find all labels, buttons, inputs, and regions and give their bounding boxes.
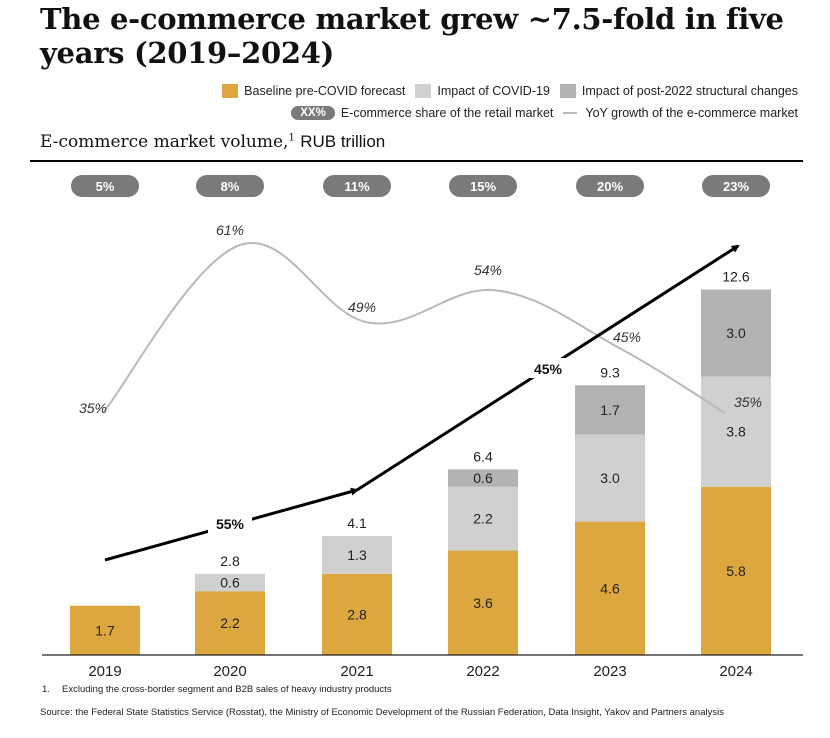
chart-subtitle: E-commerce market volume,1 RUB trillion [40,132,385,152]
yoy-growth-label: 45% [613,329,641,345]
legend-line-sample [563,112,578,114]
cagr-label-bg [208,513,252,533]
bar-segment-structural [448,469,518,487]
footnote: 1. Excluding the cross-border segment an… [42,684,392,695]
legend-item-baseline: Baseline pre-COVID forecast [222,84,405,98]
bar-stack-2020: 2.2 0.6 2.8 [195,553,265,655]
bar-segment-covid [701,376,771,487]
retail-share-label: 15% [470,179,496,194]
cagr-label-bg [526,358,570,378]
cagr-label: 45% [534,361,563,377]
legend-item-covid: Impact of COVID-19 [415,84,550,98]
legend-swatch-baseline [222,84,239,98]
bar-segment-baseline [448,550,518,655]
bar-value-label: 1.7 [95,622,115,638]
retail-share-pill [196,175,264,197]
legend-item-yoy: YoY growth of the e-commerce market [563,106,798,120]
bar-segment-baseline [575,521,645,655]
bar-segment-structural [575,385,645,435]
bar-stack-2023: 4.6 3.0 1.7 9.3 [575,364,645,655]
retail-share-pill [576,175,644,197]
yoy-growth-label: 54% [474,262,502,278]
bar-stack-2024: 5.8 3.8 3.0 12.6 [701,269,771,655]
bar-total-label: 2.8 [220,553,240,569]
retail-share-label: 8% [221,179,240,194]
x-tick-label: 2019 [88,663,121,680]
retail-share-label: 5% [96,179,115,194]
legend-row-segments: Baseline pre-COVID forecast Impact of CO… [212,84,798,98]
bar-value-label: 2.2 [473,511,493,527]
legend-swatch-structural [559,84,576,98]
bar-stack-2021: 2.8 1.3 4.1 [322,515,392,655]
subtitle-main: E-commerce market volume, [40,132,289,152]
bar-total-label: 9.3 [600,364,620,380]
bar-segment-baseline [701,486,771,655]
retail-share-label: 20% [597,179,623,194]
chart-title: The e-commerce market grew ~7.5-fold in … [40,2,784,70]
bar-segment-structural [701,289,771,377]
bar-value-label: 3.0 [726,325,746,341]
x-tick-label: 2020 [213,663,246,680]
x-tick-label: 2023 [593,663,626,680]
bar-segment-covid [448,486,518,551]
subtitle-unit: RUB trillion [300,132,386,151]
yoy-growth-label: 35% [734,394,762,410]
x-tick-label: 2022 [466,663,499,680]
bar-segment-baseline [70,605,140,655]
bar-segment-covid [575,434,645,522]
bar-value-label: 3.6 [473,595,493,611]
legend-row-indicators: XX% E-commerce share of the retail marke… [281,106,798,120]
bar-segment-baseline [322,573,392,655]
legend-label-baseline: Baseline pre-COVID forecast [244,84,406,98]
legend-label-share: E-commerce share of the retail market [340,106,554,120]
cagr-label: 55% [216,516,245,532]
legend-label-structural: Impact of post-2022 structural changes [581,84,798,98]
bar-value-label: 3.0 [600,470,620,486]
legend-label-yoy: YoY growth of the e-commerce market [585,106,798,120]
legend-pill-sample: XX% [291,106,335,120]
retail-share-pill [702,175,770,197]
x-tick-label: 2024 [719,663,752,680]
retail-share-label: 23% [723,179,749,194]
bar-segment-covid [195,573,265,592]
bar-value-label: 1.3 [347,547,367,563]
bar-value-label: 1.7 [600,402,620,418]
bar-value-label: 0.6 [473,470,493,486]
bar-value-label: 2.2 [220,615,240,631]
bar-value-label: 5.8 [726,563,746,579]
bar-total-label: 6.4 [473,448,493,464]
subtitle-footnote-marker: 1 [288,132,295,144]
legend-swatch-covid [415,84,432,98]
x-tick-label: 2021 [340,663,373,680]
legend-item-share: XX% E-commerce share of the retail marke… [291,106,553,120]
yoy-growth-label: 61% [216,222,244,238]
yoy-growth-line [102,242,726,414]
bar-value-label: 0.6 [220,575,240,591]
bar-value-label: 2.8 [347,606,367,622]
retail-share-pill [323,175,391,197]
legend-item-structural: Impact of post-2022 structural changes [559,84,798,98]
retail-share-pill [71,175,139,197]
retail-share-pill [449,175,517,197]
bar-stack-2019: 1.7 [70,605,140,655]
top-rule [30,160,803,162]
bar-stack-2022: 3.6 2.2 0.6 6.4 [448,448,518,655]
source-note: Source: the Federal State Statistics Ser… [40,707,724,718]
bar-total-label: 12.6 [722,269,749,285]
yoy-growth-label: 35% [79,400,107,416]
yoy-growth-label: 49% [348,299,376,315]
bar-segment-baseline [195,591,265,655]
legend-label-covid: Impact of COVID-19 [437,84,550,98]
bar-total-label: 4.1 [347,515,367,531]
bar-segment-covid [322,536,392,574]
bar-value-label: 4.6 [600,580,620,596]
retail-share-label: 11% [344,179,370,194]
bar-value-label: 3.8 [726,424,746,440]
